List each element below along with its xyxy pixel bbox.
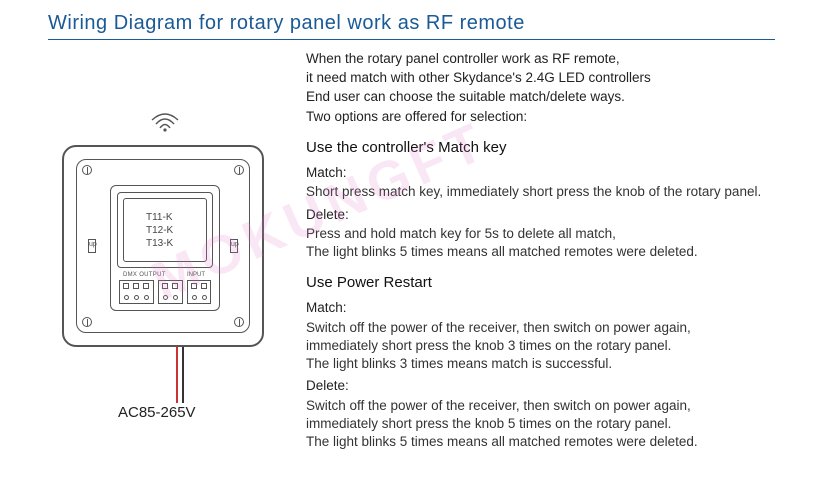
model-line: T12-K bbox=[146, 224, 206, 237]
terminal-hole-icon bbox=[173, 295, 178, 300]
delete-subheading: Delete: bbox=[306, 377, 795, 395]
body-text: Switch off the power of the receiver, th… bbox=[306, 397, 795, 415]
intro-line: Two options are offered for selection: bbox=[306, 108, 795, 126]
page-title: Wiring Diagram for rotary panel work as … bbox=[0, 0, 815, 39]
intro-line: End user can choose the suitable match/d… bbox=[306, 88, 795, 106]
body-text: The light blinks 5 times means all match… bbox=[306, 243, 795, 261]
model-line: T11-K bbox=[146, 211, 206, 224]
match-subheading: Match: bbox=[306, 299, 795, 317]
terminal-hole-icon bbox=[124, 295, 129, 300]
terminal-screw-icon bbox=[172, 283, 178, 289]
terminal-block bbox=[119, 280, 154, 304]
terminal-screw-icon bbox=[162, 283, 168, 289]
terminal-hole-icon bbox=[202, 295, 207, 300]
section-heading-match-key: Use the controller's Match key bbox=[306, 138, 795, 158]
input-label: INPUT bbox=[187, 272, 205, 278]
terminal-row bbox=[119, 280, 211, 304]
delete-subheading: Delete: bbox=[306, 206, 795, 224]
pcb-board: T11-K T12-K T13-K DMX OUTPUT INPUT bbox=[110, 185, 220, 311]
body-text: The light blinks 5 times means all match… bbox=[306, 433, 795, 451]
terminal-hole-icon bbox=[134, 295, 139, 300]
body-text: Press and hold match key for 5s to delet… bbox=[306, 225, 795, 243]
intro-line: it need match with other Skydance's 2.4G… bbox=[306, 69, 795, 87]
terminal-hole-icon bbox=[192, 295, 197, 300]
body-text: The light blinks 3 times means match is … bbox=[306, 355, 795, 373]
match-subheading: Match: bbox=[306, 164, 795, 182]
screw-icon bbox=[82, 317, 92, 327]
power-wires bbox=[172, 347, 192, 403]
terminal-block bbox=[158, 280, 182, 304]
body-text: immediately short press the knob 5 times… bbox=[306, 415, 795, 433]
screw-icon bbox=[234, 317, 244, 327]
terminal-screw-icon bbox=[191, 283, 197, 289]
section-heading-power-restart: Use Power Restart bbox=[306, 273, 795, 293]
terminal-hole-icon bbox=[163, 295, 168, 300]
title-underline bbox=[48, 39, 775, 40]
terminal-screw-icon bbox=[133, 283, 139, 289]
content-row: up up T11-K T12-K T13-K DMX OUTPUT INPUT bbox=[0, 50, 815, 451]
wire-live bbox=[176, 347, 178, 403]
rotary-panel: up up T11-K T12-K T13-K DMX OUTPUT INPUT bbox=[62, 145, 264, 347]
screw-icon bbox=[82, 165, 92, 175]
terminal-hole-icon bbox=[144, 295, 149, 300]
body-text: Switch off the power of the receiver, th… bbox=[306, 319, 795, 337]
pcb-label-area: T11-K T12-K T13-K bbox=[123, 198, 207, 262]
dmx-output-label: DMX OUTPUT bbox=[123, 272, 166, 278]
intro-block: When the rotary panel controller work as… bbox=[306, 50, 795, 126]
terminal-screw-icon bbox=[143, 283, 149, 289]
text-column: When the rotary panel controller work as… bbox=[300, 50, 795, 451]
body-text: Short press match key, immediately short… bbox=[306, 183, 795, 201]
ac-voltage-label: AC85-265V bbox=[118, 404, 196, 421]
diagram-column: up up T11-K T12-K T13-K DMX OUTPUT INPUT bbox=[40, 50, 300, 451]
terminal-screw-icon bbox=[201, 283, 207, 289]
terminal-screw-icon bbox=[123, 283, 129, 289]
wifi-icon bbox=[150, 110, 180, 132]
body-text: immediately short press the knob 3 times… bbox=[306, 337, 795, 355]
terminal-block bbox=[187, 280, 211, 304]
mount-tab-left: up bbox=[88, 239, 96, 253]
screw-icon bbox=[234, 165, 244, 175]
intro-line: When the rotary panel controller work as… bbox=[306, 50, 795, 68]
model-line: T13-K bbox=[146, 237, 206, 250]
mount-tab-right: up bbox=[230, 239, 238, 253]
wire-neutral bbox=[182, 347, 184, 403]
